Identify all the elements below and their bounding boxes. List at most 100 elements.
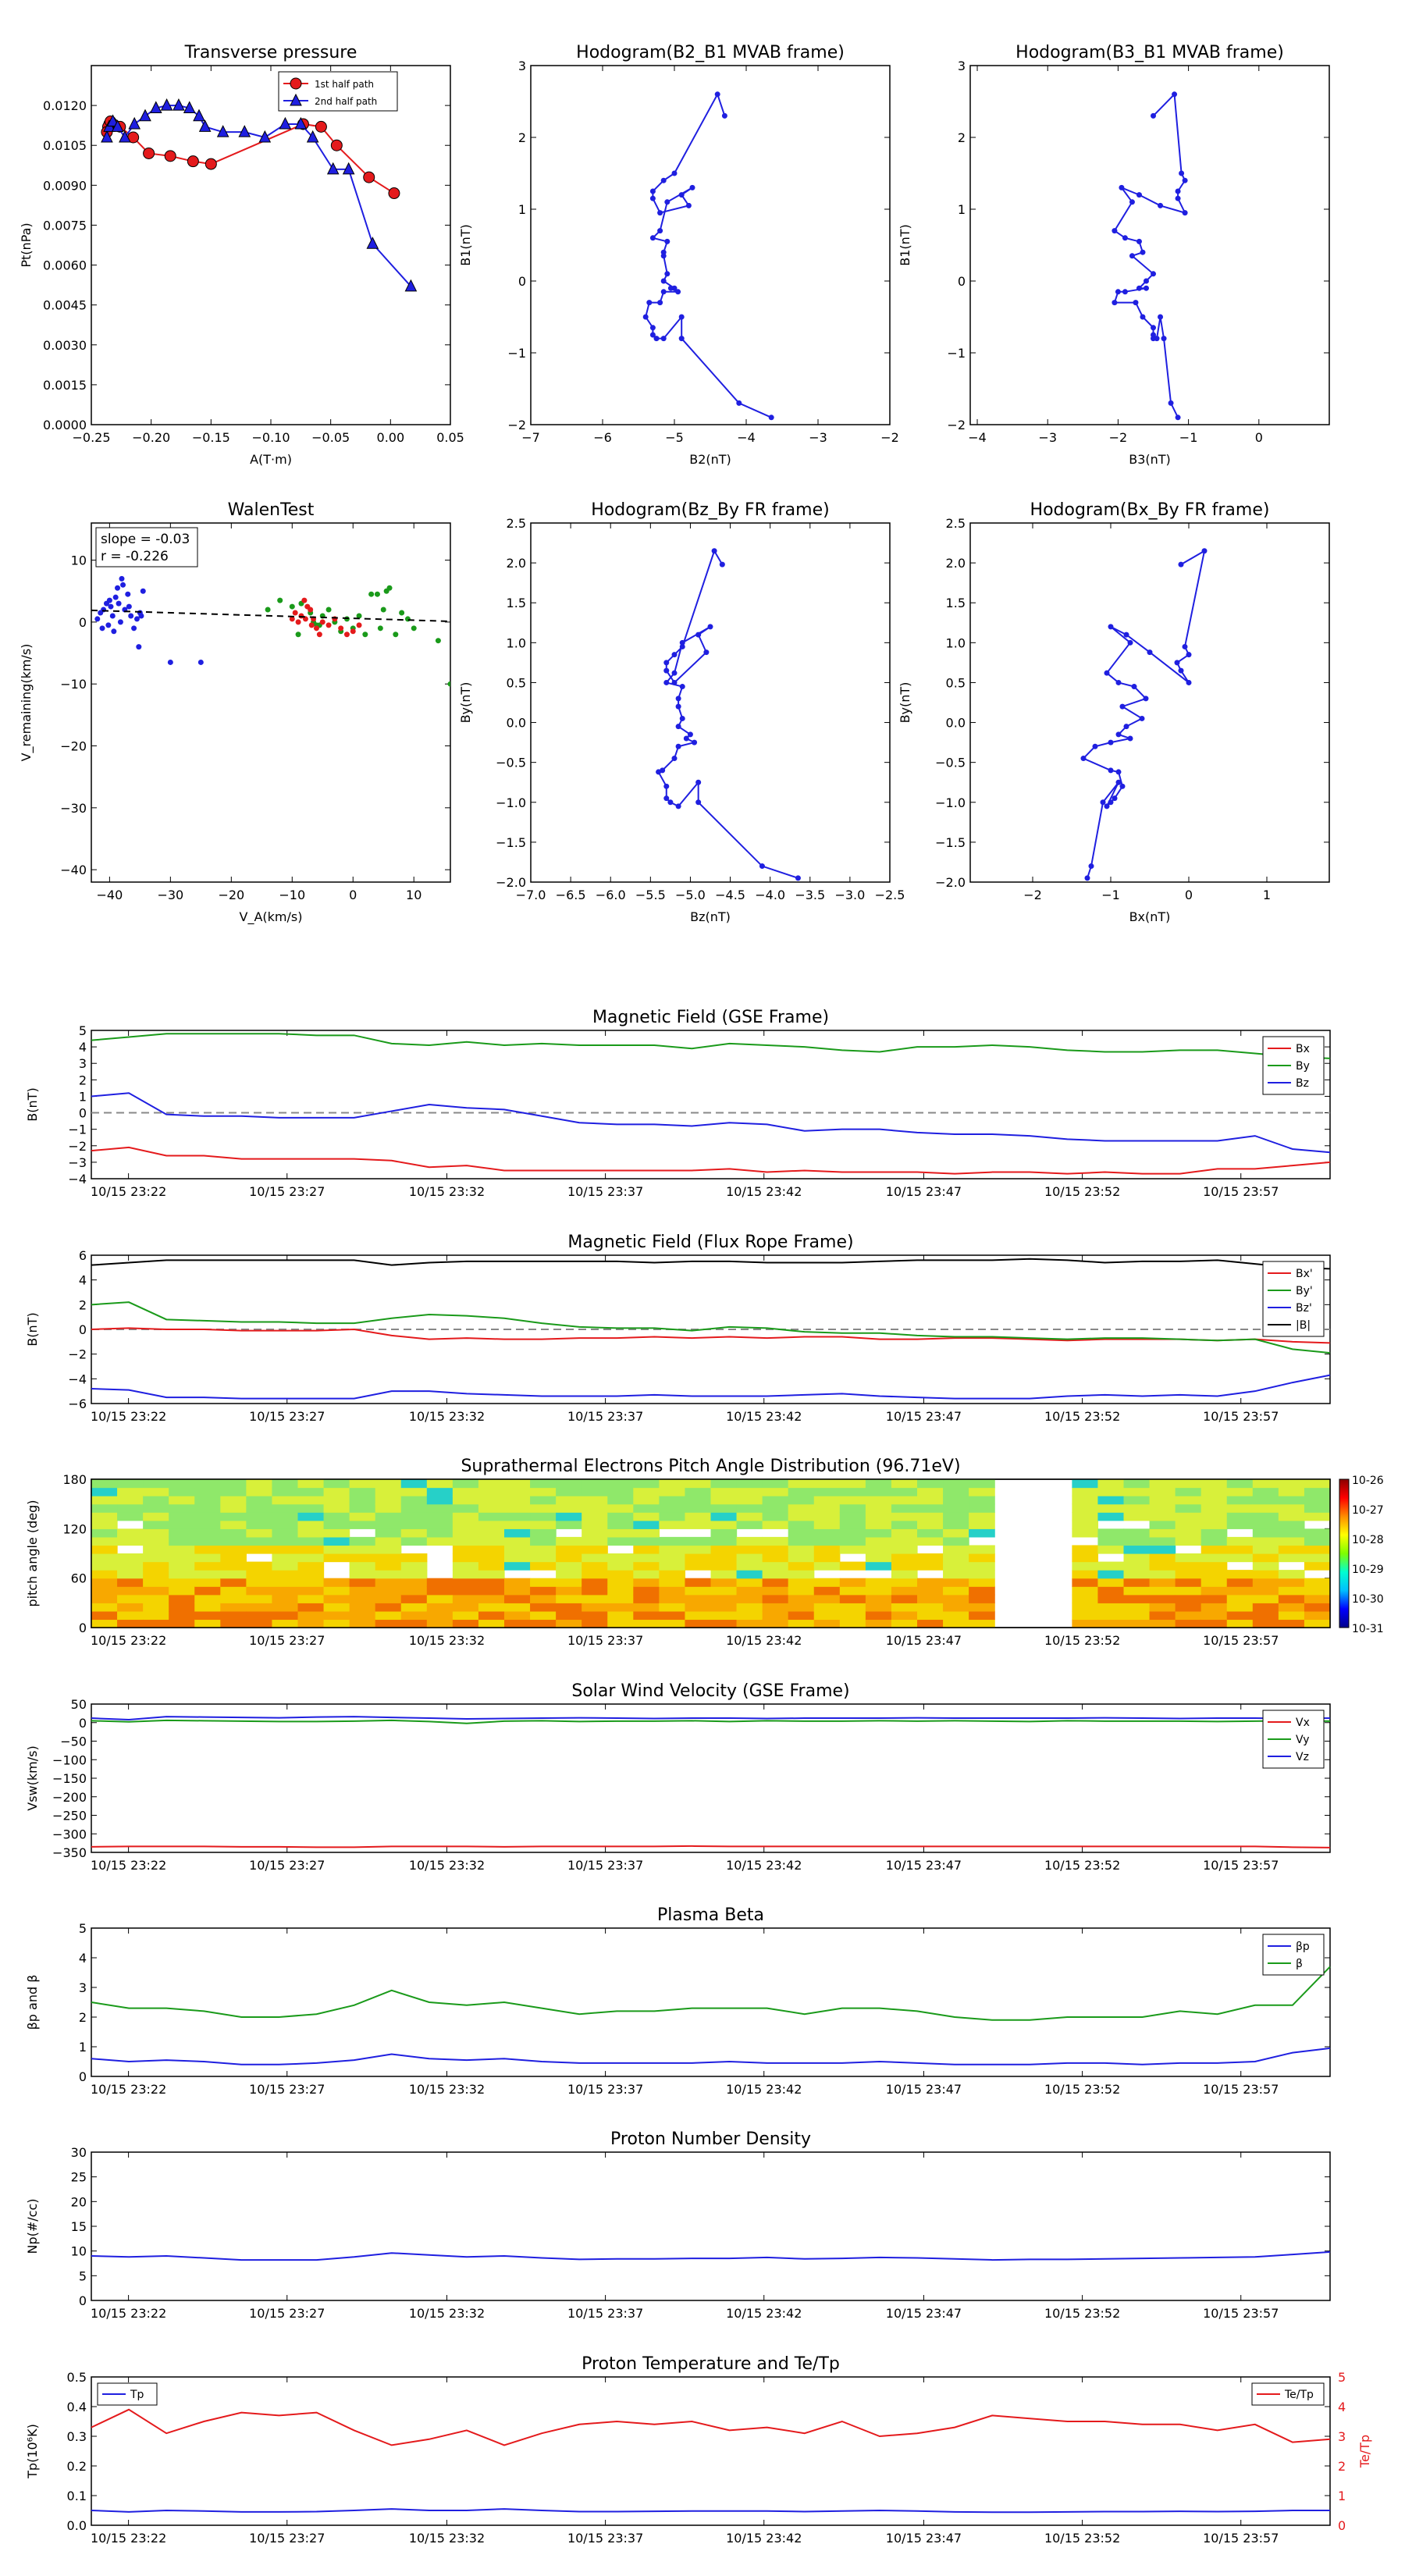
heatmap-cell [839,1619,866,1628]
x-tick-label: −10 [279,888,305,902]
x-tick-label: 10/15 23:37 [567,1409,643,1424]
heatmap-cell [1304,1487,1331,1496]
data-point [657,228,663,234]
data-point [1178,561,1184,568]
heatmap-cell [839,1561,866,1571]
y-tick-label: −4 [68,1172,87,1187]
heatmap-cell [659,1553,686,1563]
x-axis-label: B2(nT) [689,452,731,467]
heatmap-cell [736,1619,763,1628]
data-point [663,783,670,789]
heatmap-cell [1097,1578,1125,1587]
data-point [325,622,332,628]
heatmap-cell [220,1496,247,1505]
series-line [91,2250,1331,2261]
data-point [1154,336,1160,342]
data-point [687,731,693,738]
heatmap-cell [272,1545,299,1554]
data-point [338,625,344,632]
heatmap-cell [556,1578,582,1587]
chart-title: Proton Number Density [610,2129,811,2149]
data-point [642,314,649,320]
x-tick-label: −6.5 [556,888,586,902]
heatmap-cell [1175,1603,1202,1612]
data-point [1179,170,1185,176]
data-point [1151,325,1157,331]
data-point [356,613,362,619]
x-tick-label: −4 [737,430,756,445]
heatmap-cell [375,1479,402,1489]
heatmap-cell [556,1487,582,1496]
heatmap-cell [117,1479,144,1489]
heatmap-cell [582,1536,608,1546]
heatmap-cell [272,1520,299,1529]
data-point [140,588,146,594]
heatmap-cell [1123,1536,1151,1546]
x-tick-label: 10/15 23:47 [886,1409,962,1424]
heatmap-cell [1175,1503,1202,1513]
y-tick-label: 0.0060 [43,258,87,273]
plot-area [94,575,450,687]
heatmap-cell [865,1594,892,1603]
heatmap-cell [1149,1487,1176,1496]
y-axis-label: B(nT) [25,1312,40,1346]
y-tick-label: −4 [68,1372,87,1386]
heatmap-cell [788,1545,815,1554]
x-tick-label: 10/15 23:52 [1044,2306,1120,2321]
heatmap-cell [478,1619,505,1628]
y-tick-label: 0.3 [67,2429,87,2444]
heatmap-cell [220,1570,247,1579]
data-point [106,114,119,127]
x-tick-label: 0 [1255,430,1263,445]
x-tick-label: 10/15 23:27 [249,2306,325,2321]
data-point [1201,548,1208,554]
data-point [128,613,134,619]
x-tick-label: 10/15 23:37 [567,1633,643,1648]
series-line [1082,549,1206,879]
legend-label: Bz [1296,1077,1309,1090]
heatmap-cell [349,1578,376,1587]
data-point [683,735,689,742]
heatmap-cell [169,1594,195,1603]
heatmap-cell [917,1503,944,1513]
heatmap-cell [685,1479,712,1489]
y-tick-label: −50 [60,1735,87,1749]
data-point [294,116,308,130]
heatmap-cell [633,1520,660,1529]
heatmap-cell [1226,1512,1254,1521]
heatmap-cell [659,1512,686,1521]
heatmap-cell [452,1545,479,1554]
y-tick-label: 0.0090 [43,178,87,193]
heatmap-cell [891,1610,918,1621]
heatmap-cell [685,1610,712,1621]
heatmap-cell [582,1603,608,1612]
heatmap-cell [323,1496,350,1505]
heatmap-cell [530,1561,557,1571]
heatmap-cell [220,1545,247,1554]
heatmap-cell [556,1512,582,1521]
x-tick-label: 10/15 23:27 [249,2531,325,2546]
data-point [120,582,126,588]
heatmap-cell [969,1619,995,1628]
fit-line [91,609,451,622]
heatmap-cell [607,1496,634,1505]
heatmap-cell [452,1561,479,1571]
heatmap-cell [504,1561,531,1571]
x-tick-label: 10/15 23:32 [409,2082,485,2097]
heatmap-cell [891,1570,918,1579]
data-point [1175,195,1181,201]
x-tick-label: 10/15 23:37 [567,2082,643,2097]
data-point [1182,643,1188,649]
x-tick-label: 10/15 23:47 [886,2531,962,2546]
data-point [404,279,418,292]
data-point [678,314,685,320]
heatmap-cell [1226,1619,1254,1628]
chart-pad: Suprathermal Electrons Pitch Angle Distr… [25,1457,1384,1648]
heatmap-cell [1149,1610,1176,1621]
data-point [343,632,350,638]
heatmap-cell [349,1487,376,1496]
chart-mfgse: Magnetic Field (GSE Frame) B(nT) −4 −3−2 −1 0… [25,1008,1331,1199]
heatmap-cell [272,1487,299,1496]
heatmap-cell [246,1610,273,1621]
heatmap-cell [246,1594,273,1603]
